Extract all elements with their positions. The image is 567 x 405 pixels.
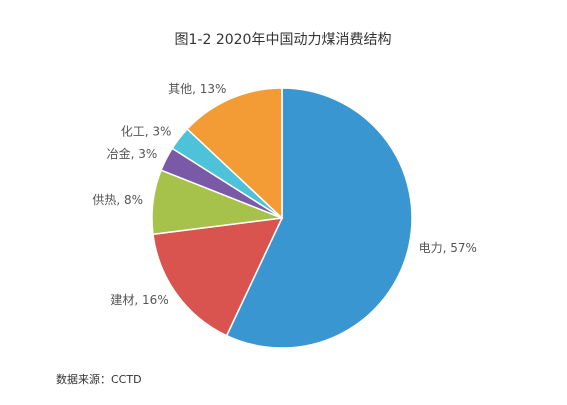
pie-slice: [186, 87, 283, 220]
chart-title: 图1-2 2020年中国动力煤消费结构: [175, 32, 392, 48]
data-label: 电力, 57%: [419, 241, 477, 255]
data-label: 化工, 3%: [121, 125, 172, 139]
data-label: 供热, 8%: [92, 193, 143, 207]
pie-slice: [225, 87, 413, 349]
source-note: 数据来源：CCTD: [56, 372, 142, 386]
data-label: 其他, 13%: [168, 82, 226, 96]
data-label: 建材, 16%: [110, 293, 168, 307]
pie-slice: [152, 217, 284, 337]
data-label: 冶金, 3%: [107, 146, 158, 161]
